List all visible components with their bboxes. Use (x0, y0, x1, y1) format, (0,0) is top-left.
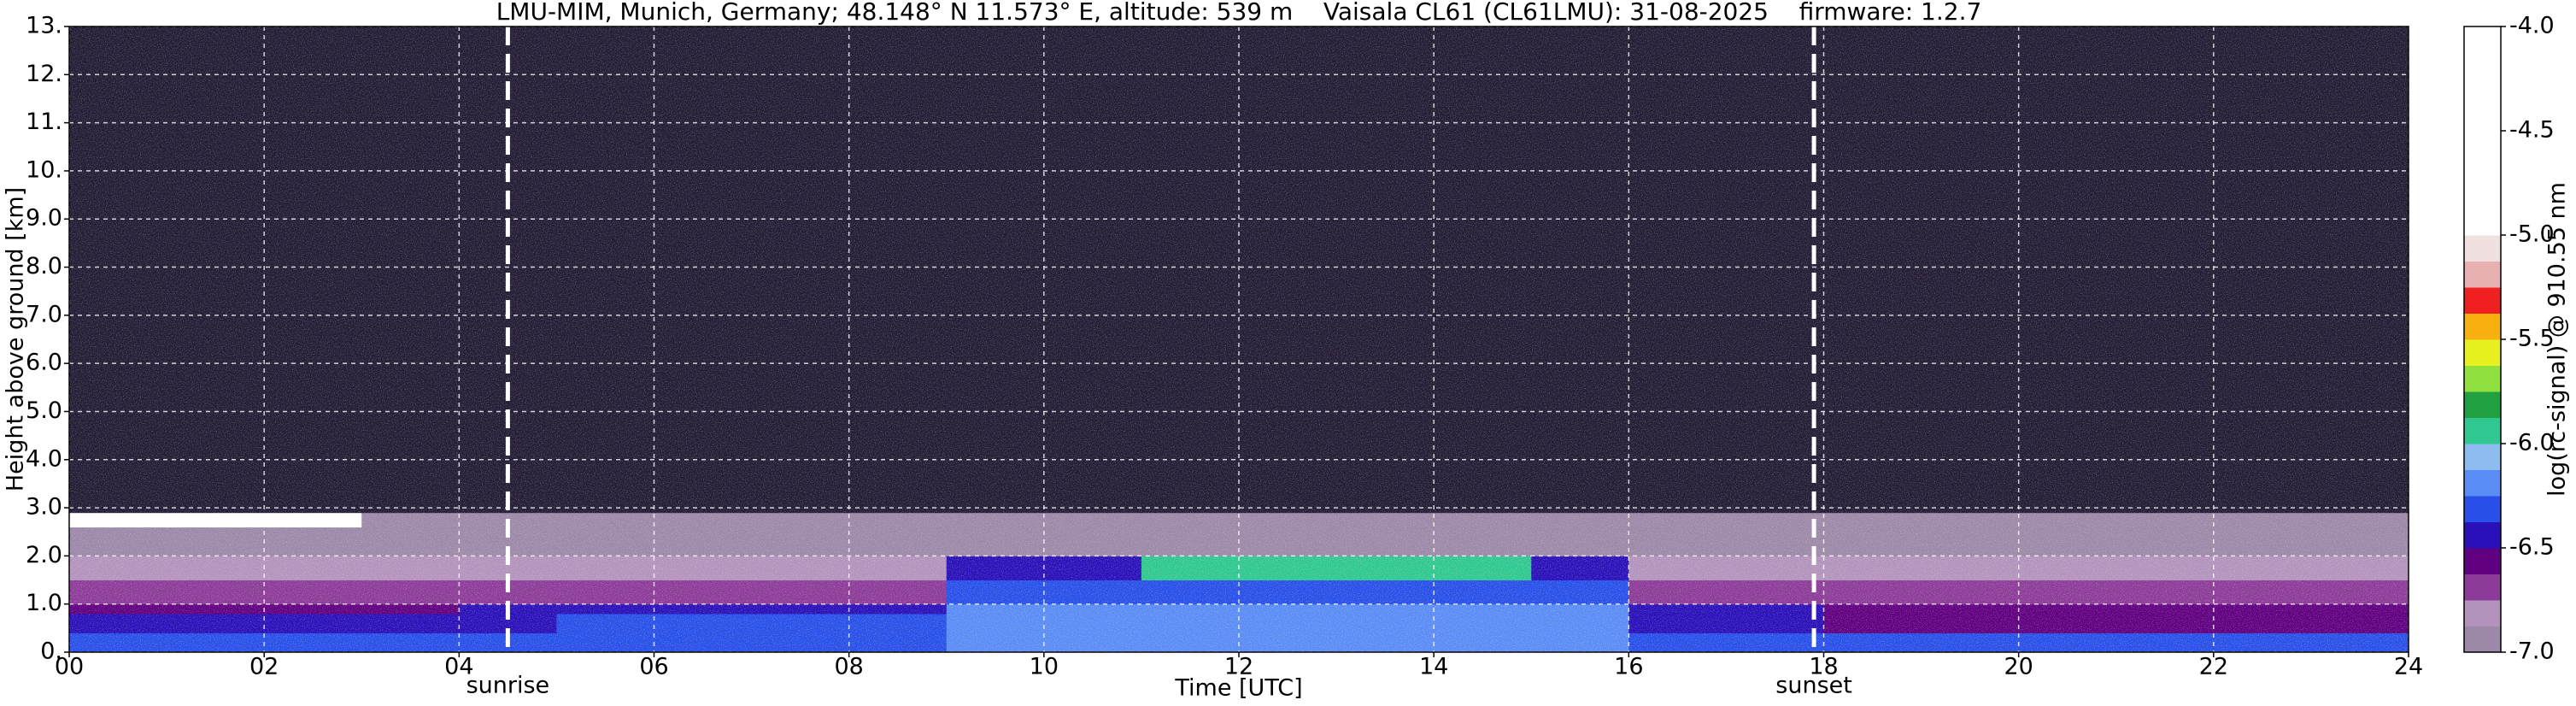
annotation-label: sunrise (466, 673, 550, 699)
y-tick-label: 8.0 (26, 253, 62, 279)
x-tick-label: 06 (639, 654, 668, 680)
y-tick-label: 10. (26, 156, 62, 183)
colorbar-swatch (2464, 600, 2501, 627)
chart-title: LMU-MIM, Munich, Germany; 48.148° N 11.5… (496, 0, 1982, 26)
colorbar-swatch (2464, 391, 2501, 418)
x-tick-label: 20 (2004, 654, 2033, 680)
x-axis-label: Time [UTC] (1174, 675, 1302, 702)
y-tick-label: 13. (26, 13, 62, 39)
colorbar-swatch (2464, 626, 2501, 653)
y-tick-label: 3.0 (26, 494, 62, 521)
colorbar-swatch (2464, 79, 2501, 105)
colorbar-tick-label: -4.5 (2509, 117, 2555, 144)
colorbar-tick-label: -4.0 (2509, 13, 2555, 39)
colorbar-swatch (2464, 339, 2501, 366)
x-tick-label: 22 (2199, 654, 2228, 680)
x-tick-label: 02 (249, 654, 279, 680)
colorbar-tick-label: -5.0 (2509, 221, 2555, 248)
x-tick-label: 08 (834, 654, 863, 680)
x-tick-label: 18 (1809, 654, 1838, 680)
colorbar-swatch (2464, 261, 2501, 288)
y-tick-label: 4.0 (26, 445, 62, 472)
colorbar-swatch (2464, 469, 2501, 497)
colorbar-swatch (2464, 52, 2501, 79)
colorbar-tick-label: -7.0 (2509, 638, 2555, 665)
colorbar-swatch (2464, 574, 2501, 601)
colorbar-swatch (2464, 521, 2501, 549)
colorbar-swatch (2464, 209, 2501, 236)
colorbar-tick-label: -6.5 (2509, 534, 2555, 561)
x-tick-label: 12 (1224, 654, 1253, 680)
colorbar-swatch (2464, 313, 2501, 340)
colorbar-swatch (2464, 548, 2501, 574)
x-tick-label: 24 (2394, 654, 2423, 680)
colorbar-swatch (2464, 131, 2501, 157)
y-tick-label: 5.0 (26, 397, 62, 424)
colorbar-tick-label: -6.0 (2509, 430, 2555, 456)
y-tick-label: 0. (40, 638, 62, 665)
colorbar-swatch (2464, 444, 2501, 470)
colorbar-tick-label: -5.5 (2509, 326, 2555, 352)
colorbar-swatch (2464, 417, 2501, 444)
x-tick-label: 04 (444, 654, 473, 680)
x-tick-label: 14 (1419, 654, 1448, 680)
x-tick-label: 10 (1030, 654, 1059, 680)
y-tick-label: 7.0 (26, 301, 62, 327)
plot-frame (68, 26, 2409, 653)
y-tick-label: 1.0 (26, 590, 62, 616)
y-tick-label: 12. (26, 61, 62, 87)
colorbar-swatch (2464, 26, 2501, 53)
y-tick-label: 6.0 (26, 350, 62, 376)
y-axis-label: Height above ground [km] (3, 187, 29, 491)
y-tick-label: 9.0 (26, 205, 62, 232)
colorbar-swatch (2464, 156, 2501, 184)
x-tick-label: 00 (55, 654, 84, 680)
colorbar-swatch (2464, 104, 2501, 132)
colorbar-label: log(rc-signal) @ 910.55 nm (2544, 182, 2571, 497)
x-tick-label: 16 (1614, 654, 1643, 680)
annotation-label: sunset (1775, 673, 1852, 699)
colorbar-swatch (2464, 365, 2501, 392)
y-tick-label: 11. (26, 109, 62, 135)
colorbar-swatch (2464, 183, 2501, 209)
y-tick-label: 2.0 (26, 542, 62, 568)
colorbar-swatch (2464, 496, 2501, 522)
colorbar-swatch (2464, 287, 2501, 314)
colorbar-swatch (2464, 235, 2501, 262)
